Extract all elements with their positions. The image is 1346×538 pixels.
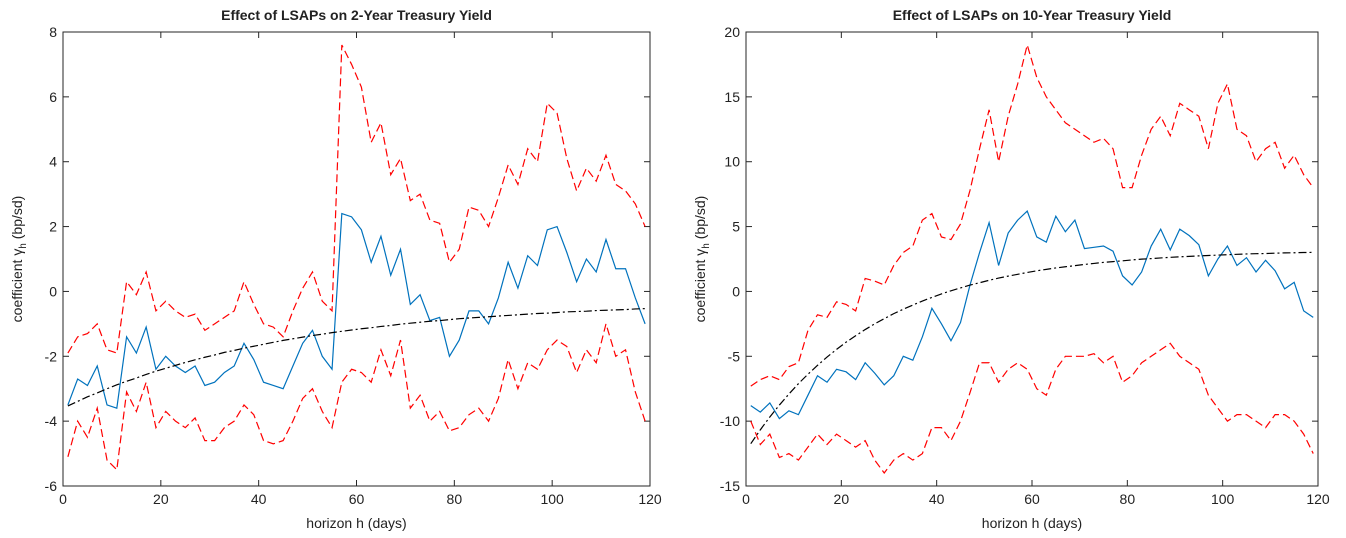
- x-tick-label: 20: [153, 491, 169, 507]
- x-tick-label: 80: [447, 491, 463, 507]
- series-line: [67, 44, 646, 354]
- x-tick-label: 100: [540, 491, 564, 507]
- series-line: [750, 251, 1314, 445]
- x-tick-label: 40: [929, 491, 945, 507]
- y-axis-label: coefficient γh (bp/sd): [692, 196, 712, 323]
- x-tick-label: 120: [1306, 491, 1330, 507]
- y-tick-label: -4: [45, 413, 58, 429]
- x-axis-label: horizon h (days): [982, 515, 1082, 531]
- x-tick-label: 0: [59, 491, 67, 507]
- series-line: [750, 42, 1314, 387]
- chart-title: Effect of LSAPs on 2-Year Treasury Yield: [221, 7, 492, 23]
- x-tick-label: 0: [742, 491, 750, 507]
- y-label-rest: (bp/sd): [692, 196, 708, 243]
- y-tick-label: -15: [720, 478, 740, 494]
- x-tick-label: 80: [1120, 491, 1136, 507]
- y-tick-label: 20: [724, 24, 740, 40]
- y-tick-label: 6: [49, 89, 57, 105]
- y-label-sub: h: [18, 243, 29, 249]
- y-tick-label: -2: [45, 348, 58, 364]
- x-tick-label: 40: [251, 491, 267, 507]
- y-tick-label: 0: [49, 283, 57, 299]
- series-line: [67, 308, 646, 407]
- x-tick-label: 60: [1024, 491, 1040, 507]
- plot-area: [63, 32, 650, 486]
- y-tick-label: 5: [732, 219, 740, 235]
- y-tick-label: 2: [49, 219, 57, 235]
- y-tick-label: -5: [728, 348, 741, 364]
- y-tick-label: -6: [45, 478, 58, 494]
- y-tick-label: 0: [732, 283, 740, 299]
- axes-box: [62, 31, 651, 487]
- x-axis-label: horizon h (days): [306, 515, 406, 531]
- chart-title: Effect of LSAPs on 10-Year Treasury Yiel…: [893, 7, 1172, 23]
- y-label-rest: (bp/sd): [9, 196, 25, 243]
- series-line: [750, 209, 1314, 420]
- axes-box: [745, 31, 1319, 487]
- y-axis-label: coefficient γh (bp/sd): [9, 196, 29, 323]
- plot-area: [746, 32, 1318, 486]
- series-line: [67, 321, 646, 472]
- series-line: [67, 212, 646, 409]
- y-tick-label: 15: [724, 89, 740, 105]
- series-line: [750, 342, 1314, 475]
- y-label-main: coefficient γ: [692, 249, 708, 323]
- y-tick-label: 8: [49, 24, 57, 40]
- y-tick-label: -10: [720, 413, 740, 429]
- y-label-main: coefficient γ: [9, 249, 25, 323]
- x-tick-label: 60: [349, 491, 365, 507]
- y-tick-label: 4: [49, 154, 57, 170]
- y-tick-label: 10: [724, 154, 740, 170]
- y-label-sub: h: [701, 243, 712, 249]
- x-tick-label: 20: [834, 491, 850, 507]
- x-tick-label: 120: [638, 491, 662, 507]
- x-tick-label: 100: [1211, 491, 1235, 507]
